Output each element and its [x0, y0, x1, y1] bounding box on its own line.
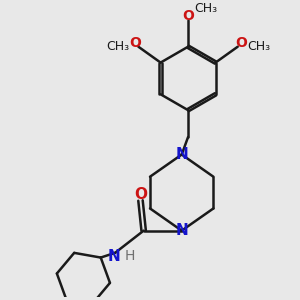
Text: N: N — [175, 223, 188, 238]
Text: N: N — [175, 147, 188, 162]
Text: O: O — [129, 36, 141, 50]
Text: N: N — [107, 248, 120, 263]
Text: O: O — [235, 36, 247, 50]
Text: CH₃: CH₃ — [106, 40, 129, 52]
Text: CH₃: CH₃ — [194, 2, 217, 15]
Text: H: H — [124, 249, 135, 263]
Text: CH₃: CH₃ — [247, 40, 270, 52]
Text: O: O — [134, 187, 147, 202]
Text: O: O — [182, 9, 194, 23]
